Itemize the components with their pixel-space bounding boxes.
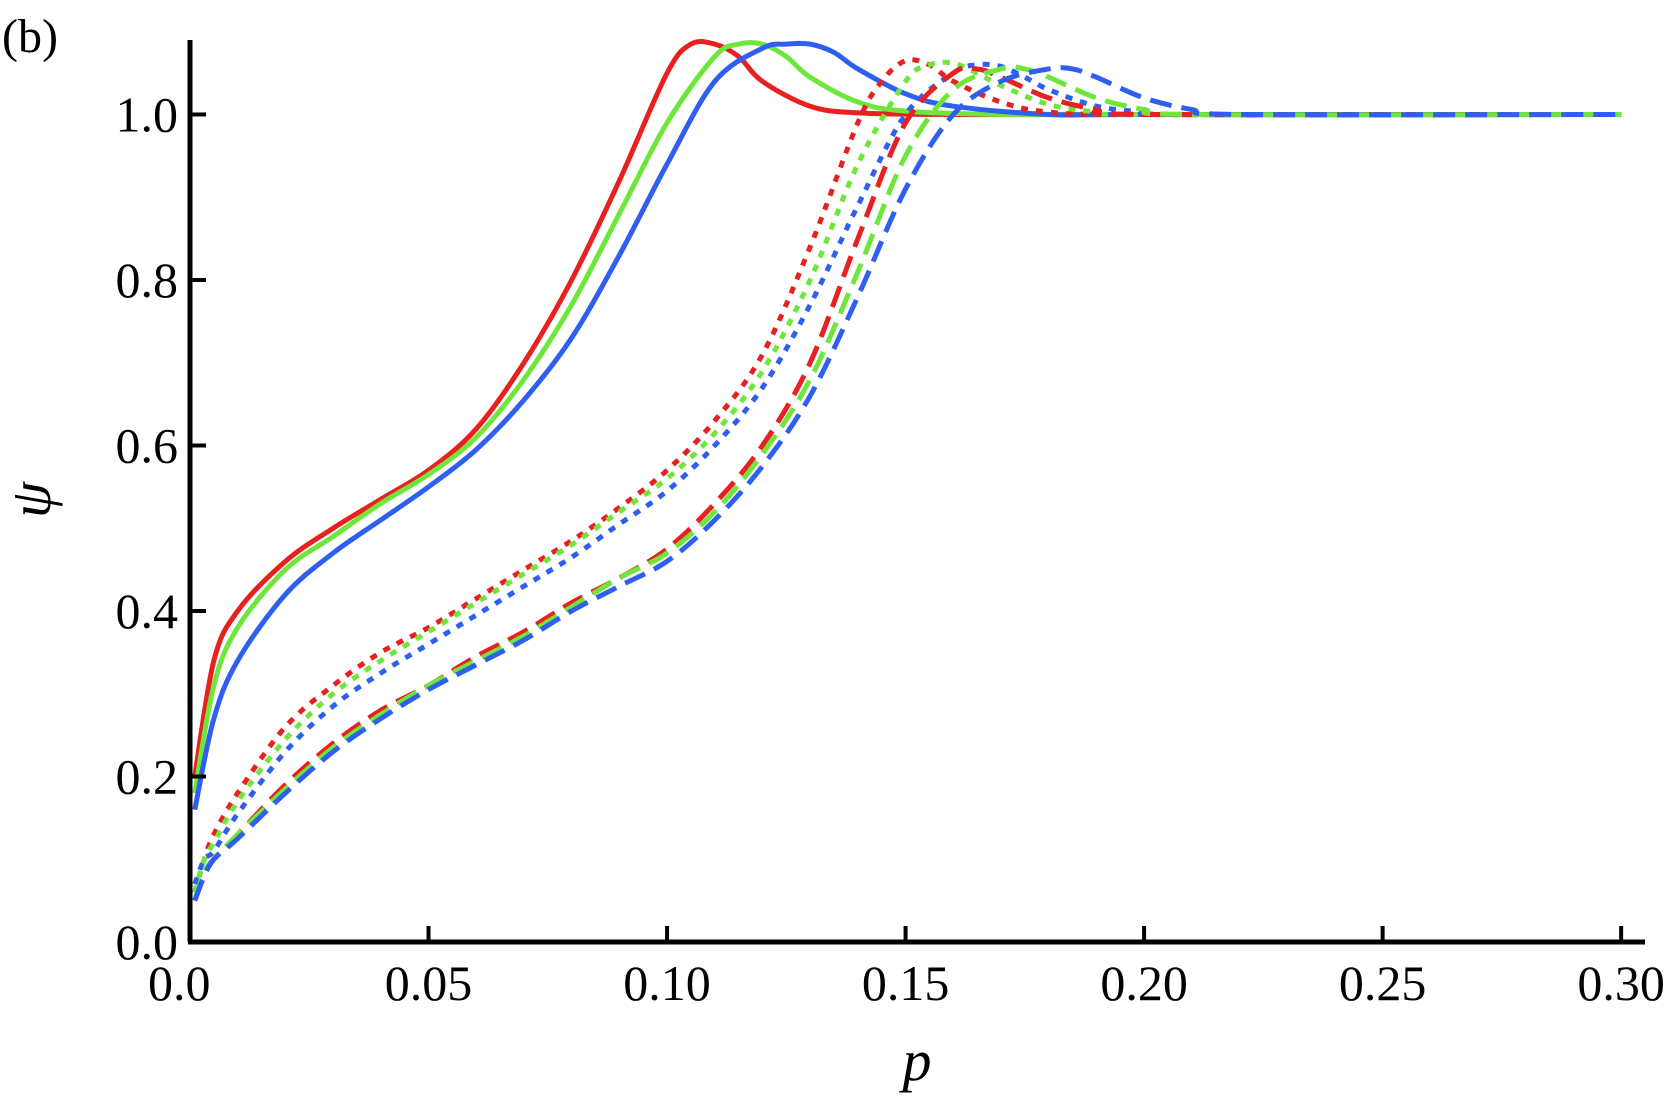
x-tick-label: 0.25 — [1339, 955, 1427, 1011]
x-tick-label: 0.20 — [1100, 955, 1188, 1011]
x-tick-label: 0.0 — [148, 955, 211, 1011]
y-tick-label: 0.8 — [116, 252, 179, 308]
y-tick-label: 0.4 — [116, 583, 179, 639]
x-tick-label: 0.15 — [862, 955, 950, 1011]
series-line-solid-3 — [192, 40, 1622, 811]
series-line-dashed-9 — [192, 65, 1622, 902]
x-tick-label: 0.05 — [385, 955, 473, 1011]
series-line-dashed-7 — [192, 64, 1622, 902]
series-line-solid-2 — [192, 40, 1622, 794]
y-tick-label: 0.2 — [116, 748, 179, 804]
x-tick-label: 0.30 — [1577, 955, 1665, 1011]
series-line-dotted-6 — [192, 61, 1622, 885]
series-line-dotted-5 — [192, 59, 1622, 894]
series-layer — [192, 38, 1622, 902]
series-line-dotted-4 — [192, 57, 1622, 894]
y-axis-label: ψ — [0, 481, 63, 518]
y-tick-label: 1.0 — [116, 86, 179, 142]
x-tick-label: 0.10 — [623, 955, 711, 1011]
panel-label: (b) — [2, 10, 58, 63]
axes — [187, 40, 1645, 945]
y-tick-label: 0.6 — [116, 417, 179, 473]
x-axis-label: p — [899, 1028, 932, 1093]
ticks: 0.0 0.05 0.10 0.15 0.20 0.25 0.30 0.0 0.2 0.4 0.6 0… — [116, 86, 1665, 1011]
y-tick-label: 0.0 — [116, 914, 179, 970]
